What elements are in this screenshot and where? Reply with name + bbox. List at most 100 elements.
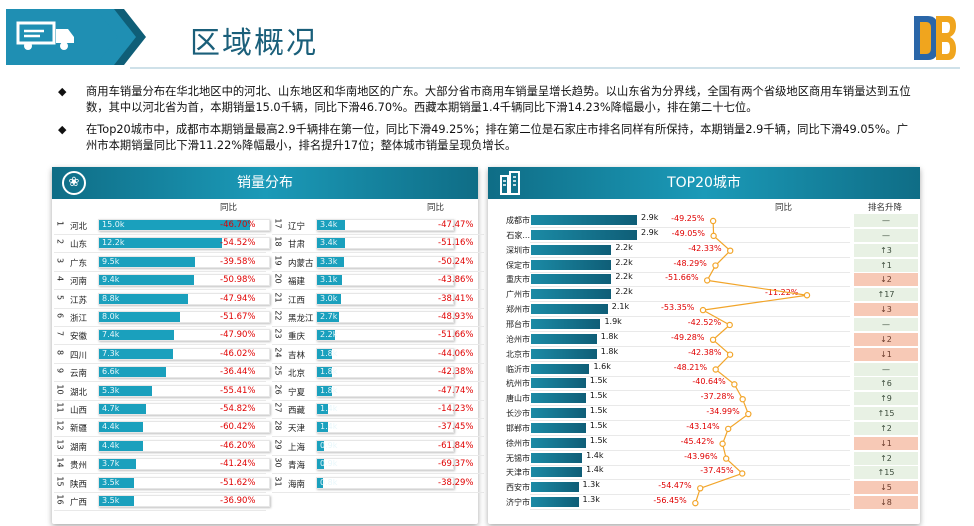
sales-bar-track: 15.0k (98, 219, 270, 231)
rank-change-badge: ↑15 (854, 466, 918, 480)
row-separator (54, 326, 266, 327)
sales-bar-track: 3.5k (98, 495, 270, 507)
city-row: 广州市 (492, 287, 530, 302)
province-name: 福建 (288, 277, 306, 288)
province-row: 3 广东 9.5k -39.58% (54, 254, 270, 272)
sales-value: 3.4k (320, 238, 338, 248)
city-name: 北京市 (506, 349, 530, 359)
city-yoy-percent: -37.45% (700, 466, 734, 476)
sales-bar: 3.3k (317, 256, 344, 267)
sales-bar: 0.8k (317, 477, 337, 488)
yoy-percent: -42.38% (438, 367, 474, 378)
yoy-percent: -54.82% (220, 404, 256, 414)
province-row: 19 内蒙古 3.3k -50.24% (272, 254, 488, 272)
sales-bar-track: 1.4k (316, 403, 454, 415)
city-sales-value: 1.8k (600, 331, 619, 341)
city-yoy-percent: -48.21% (673, 362, 708, 372)
row-separator (530, 316, 850, 318)
province-row: 20 福建 3.1k -43.86% (272, 272, 488, 291)
city-row: 北京市 (492, 347, 530, 362)
province-row: 23 重庆 2.2k -51.66% (272, 327, 488, 346)
city-row: 天津市 (492, 465, 530, 480)
row-separator (530, 271, 850, 273)
sales-value: 7.4k (102, 330, 120, 340)
sales-value: 2.2k (320, 330, 338, 340)
yoy-header-city: 同比 (775, 203, 793, 213)
sales-bar-track: 7.3k (98, 347, 270, 360)
row-separator (530, 464, 850, 466)
city-row: 重庆市 (492, 272, 530, 287)
province-row: 17 辽宁 3.4k -47.47% (272, 217, 488, 235)
sales-bar: 3.5k (99, 496, 135, 506)
city-sales-bar (531, 215, 637, 225)
city-row: 西安市 (492, 480, 530, 495)
city-row: 唐山市 (492, 391, 530, 406)
sales-bar-track: 4.4k (98, 439, 270, 452)
city-sales-bar (531, 408, 586, 419)
sales-value: 9.4k (102, 275, 120, 285)
row-separator (530, 420, 850, 422)
row-separator (54, 252, 266, 254)
province-row: 27 西藏 1.4k -14.23% (272, 401, 488, 419)
city-sales-value: 2.9k (641, 213, 659, 222)
province-row: 15 陕西 3.5k -51.62% (54, 475, 270, 493)
yoy-header-right: 同比 (427, 203, 445, 213)
sales-bar-track: 1.8k (316, 384, 454, 397)
province-name: 海南 (288, 479, 306, 490)
province-name: 吉林 (288, 350, 306, 361)
sales-bar: 3.0k (317, 293, 342, 304)
yoy-percent: -50.98% (220, 275, 256, 286)
province-name: 广东 (70, 258, 88, 269)
sales-value: 1.8k (320, 367, 338, 377)
sales-value: 6.6k (102, 367, 120, 377)
row-separator (530, 434, 850, 436)
diamond-bullet-icon: ◆ (58, 123, 67, 136)
city-sales-value: 2.9k (641, 227, 659, 237)
yoy-point (697, 485, 704, 492)
province-row: 8 四川 7.3k -46.02% (54, 346, 270, 364)
rank-change-badge: ↑9 (854, 392, 918, 406)
province-name: 陕西 (70, 479, 88, 490)
rank-change-badge: ↑17 (854, 288, 918, 302)
row-separator (530, 494, 850, 496)
city-sales-bar (531, 422, 586, 433)
row-separator (530, 449, 850, 451)
sales-bar-track: 5.3k (98, 384, 270, 397)
yoy-percent: -41.24% (220, 459, 256, 470)
row-separator (530, 479, 850, 481)
province-row: 10 湖北 5.3k -55.41% (54, 383, 270, 401)
row-separator (54, 270, 266, 272)
yoy-point (725, 425, 732, 433)
row-separator (530, 375, 850, 377)
province-row: 2 山东 12.2k -54.52% (54, 235, 270, 254)
sales-bar: 9.4k (99, 275, 194, 286)
province-name: 北京 (288, 369, 306, 380)
sales-value: 7.3k (102, 348, 120, 358)
city-sales-value: 2.2k (615, 272, 633, 282)
sales-value: 3.1k (320, 275, 338, 285)
province-name: 重庆 (288, 332, 306, 343)
sales-bar: 8.8k (99, 293, 188, 304)
city-row: 杭州市 (492, 376, 530, 391)
sales-bar-track: 4.7k (98, 403, 270, 415)
province-name: 浙江 (70, 314, 88, 324)
yoy-percent: -46.70% (220, 220, 256, 230)
city-yoy-percent: -42.33% (688, 243, 722, 253)
sales-bar: 6.6k (99, 367, 166, 378)
sales-bar: 3.7k (99, 459, 137, 470)
sales-bar-track: 9.4k (98, 274, 270, 287)
yoy-point (703, 277, 711, 284)
city-sales-bar (531, 452, 583, 463)
row-separator (54, 307, 266, 309)
yoy-percent: -36.44% (220, 367, 256, 378)
row-separator (530, 405, 850, 407)
province-name: 天津 (288, 424, 306, 435)
city-sales-bar (531, 274, 612, 285)
row-separator (54, 491, 266, 493)
row-separator (272, 307, 484, 309)
province-row: 16 广西 3.5k -36.90% (54, 493, 270, 511)
city-sales-bar (531, 244, 612, 255)
city-sales-value: 1.5k (589, 376, 608, 386)
rank-change-badge: ↑15 (854, 407, 918, 421)
